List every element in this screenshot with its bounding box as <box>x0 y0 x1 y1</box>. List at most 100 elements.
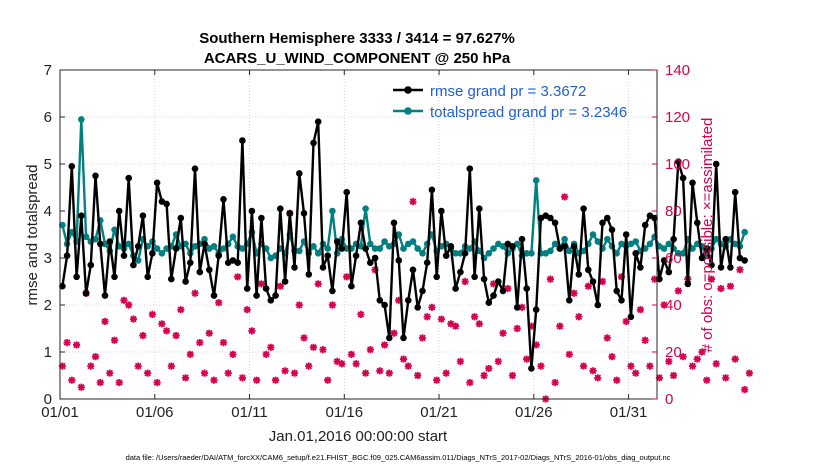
rmse-point <box>115 207 123 215</box>
rmse-point <box>495 278 502 285</box>
totalspread-point <box>376 245 384 252</box>
obs-marker <box>651 275 659 283</box>
rmse-point <box>509 243 516 250</box>
rmse-point <box>684 280 692 288</box>
obs-marker <box>248 327 256 335</box>
obs-marker <box>352 360 360 368</box>
rmse-point <box>698 254 706 262</box>
totalspread-point <box>125 240 132 248</box>
obs-marker <box>200 369 209 377</box>
y-axis-left: 0 1 2 3 4 5 6 7 <box>44 62 65 408</box>
rmse-point <box>253 292 260 299</box>
rmse-point <box>694 219 701 227</box>
obs-marker <box>532 341 540 349</box>
obs-marker <box>442 369 450 377</box>
rmse-point <box>428 186 436 194</box>
totalspread-point <box>665 240 673 248</box>
totalspread-point <box>395 231 403 238</box>
obs-marker <box>63 339 71 347</box>
plot-frame <box>59 69 658 400</box>
obs-marker <box>731 355 739 363</box>
totalspread-point <box>660 245 668 252</box>
x-tick-label: 01/11 <box>231 404 267 421</box>
obs-marker <box>186 350 194 358</box>
rmse-point <box>243 285 251 292</box>
obs-marker <box>106 369 114 377</box>
obs-marker <box>480 371 488 380</box>
rmse-point <box>234 259 241 267</box>
obs-marker <box>603 334 611 342</box>
rmse-point <box>452 285 459 292</box>
rmse-point <box>589 278 597 285</box>
y-right-tick-label: 120 <box>665 109 690 126</box>
obs-marker <box>243 306 251 314</box>
totalspread-point <box>239 245 246 252</box>
obs-marker <box>139 331 147 340</box>
totalspread-point <box>689 245 696 252</box>
totalspread-point <box>78 116 85 123</box>
obs-marker <box>167 362 175 370</box>
obs-marker <box>324 376 332 384</box>
y-right-tick-label: 0 <box>665 391 673 408</box>
x-tick-label: 01/21 <box>420 404 458 421</box>
rmse-point <box>333 238 341 245</box>
rmse-point <box>679 174 687 182</box>
x-axis: 01/01 01/06 01/11 01/16 01/21 01/26 01/31 <box>41 70 647 421</box>
rmse-point <box>632 250 639 257</box>
rmse-series <box>59 118 748 372</box>
obs-marker <box>120 296 128 304</box>
rmse-point <box>466 165 474 172</box>
rmse-point <box>286 210 294 217</box>
rmse-point <box>215 252 222 259</box>
obs-marker <box>385 369 393 377</box>
rmse-point <box>656 275 663 283</box>
obs-marker <box>523 355 531 363</box>
obs-marker <box>366 346 374 354</box>
obs-marker <box>115 378 123 387</box>
rmse-point <box>461 250 469 257</box>
rmse-point <box>357 219 365 227</box>
rmse-point <box>277 205 284 212</box>
obs-marker <box>172 331 180 340</box>
rmse-point <box>343 188 351 196</box>
obs-marker <box>153 378 161 387</box>
obs-marker <box>556 322 564 330</box>
totalspread-point <box>400 245 407 252</box>
obs-marker <box>551 378 559 387</box>
rmse-point <box>329 287 336 295</box>
obs-marker <box>688 362 697 370</box>
obs-marker <box>447 320 455 328</box>
totalspread-point <box>296 247 303 255</box>
rmse-point <box>566 297 573 304</box>
obs-marker <box>362 369 370 377</box>
y-axis-left-label: rmse and totalspread <box>24 165 41 306</box>
totalspread-point <box>580 247 587 255</box>
totalspread-point <box>485 250 493 257</box>
obs-marker <box>617 273 626 281</box>
obs-marker <box>537 362 545 370</box>
obs-marker <box>347 350 355 358</box>
obs-marker <box>736 266 744 274</box>
rmse-point <box>703 245 711 252</box>
obs-marker <box>703 376 711 384</box>
rmse-point <box>139 212 147 219</box>
rmse-point <box>220 196 227 203</box>
obs-marker <box>722 374 730 382</box>
rmse-point <box>670 235 677 243</box>
obs-marker <box>584 282 592 290</box>
legend-spread-marker <box>404 107 412 115</box>
rmse-point <box>570 243 578 250</box>
rmse-point <box>438 207 445 215</box>
obs-marker <box>163 327 171 335</box>
totalspread-point <box>490 245 497 252</box>
obs-marker <box>390 329 398 337</box>
rmse-point <box>272 292 279 299</box>
rmse-point <box>168 275 175 283</box>
x-tick-label: 01/26 <box>515 404 553 421</box>
rmse-point <box>651 214 658 222</box>
y-left-tick-label: 3 <box>44 250 52 267</box>
y-right-tick-label: 20 <box>665 344 682 361</box>
rmse-point <box>414 304 422 311</box>
totalspread-point <box>466 245 474 252</box>
obs-marker <box>305 362 313 370</box>
